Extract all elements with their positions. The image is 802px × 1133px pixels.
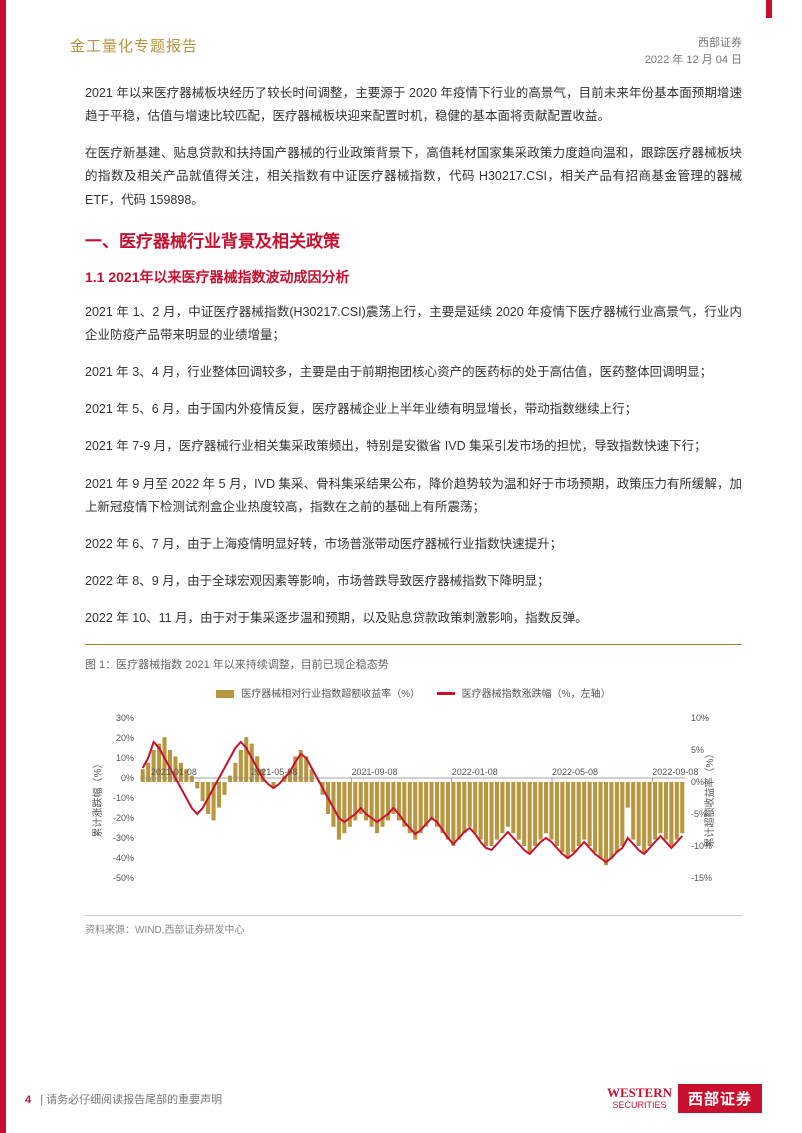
page-header: 金工量化专题报告 西部证券 2022 年 12 月 04 日 bbox=[0, 0, 802, 82]
svg-text:累计超额收益率（%）: 累计超额收益率（%） bbox=[703, 749, 716, 848]
timeline-para: 2021 年 3、4 月，行业整体回调较多，主要是由于前期抱团核心资产的医药标的… bbox=[85, 361, 742, 384]
svg-text:0%: 0% bbox=[121, 773, 134, 783]
svg-text:-30%: -30% bbox=[113, 833, 134, 843]
doc-date: 2022 年 12 月 04 日 bbox=[645, 52, 742, 69]
timeline-para: 2022 年 8、9 月，由于全球宏观因素等影响，市场普跌导致医疗器械指数下降明… bbox=[85, 570, 742, 593]
svg-text:2022-01-08: 2022-01-08 bbox=[452, 767, 498, 777]
svg-text:10%: 10% bbox=[116, 753, 134, 763]
main-content: 2021 年以来医疗器械板块经历了较长时间调整，主要源于 2020 年疫情下行业… bbox=[0, 82, 802, 940]
svg-text:2022-09-08: 2022-09-08 bbox=[652, 767, 698, 777]
page-number: 4 bbox=[25, 1094, 31, 1106]
chart-legend: 医疗器械相对行业指数超额收益率（%） 医疗器械指数涨跌幅（%，左轴） bbox=[85, 686, 742, 705]
intro-para: 在医疗新基建、贴息贷款和扶持国产器械的行业政策背景下，高值耗材国家集采政策力度趋… bbox=[85, 142, 742, 211]
subsection-heading: 1.1 2021年以来医疗器械指数波动成因分析 bbox=[85, 265, 742, 291]
page-footer: 4 | 请务必仔细阅读报告尾部的重要声明 WESTERN SECURITIES … bbox=[0, 1084, 802, 1113]
legend-swatch-line bbox=[437, 692, 455, 695]
timeline-para: 2022 年 10、11 月，由于对于集采逐步温和预期，以及贴息贷款政策刺激影响… bbox=[85, 607, 742, 630]
doc-category: 金工量化专题报告 bbox=[70, 35, 198, 56]
svg-text:20%: 20% bbox=[116, 733, 134, 743]
svg-text:-20%: -20% bbox=[113, 813, 134, 823]
logo-chinese: 西部证券 bbox=[678, 1084, 762, 1113]
footer-disclaimer: 请务必仔细阅读报告尾部的重要声明 bbox=[46, 1094, 222, 1106]
svg-text:10%: 10% bbox=[691, 713, 709, 723]
legend-bar-label: 医疗器械相对行业指数超额收益率（%） bbox=[241, 689, 420, 700]
svg-text:0%: 0% bbox=[691, 777, 704, 787]
svg-text:2021-09-08: 2021-09-08 bbox=[351, 767, 397, 777]
figure-source: 资料来源：WIND,西部证券研发中心 bbox=[85, 922, 742, 941]
logo-english: WESTERN SECURITIES bbox=[607, 1086, 672, 1110]
figure-block: 图 1：医疗器械指数 2021 年以来持续调整，目前已现企稳态势 医疗器械相对行… bbox=[85, 644, 742, 940]
svg-text:-40%: -40% bbox=[113, 853, 134, 863]
footer-left: 4 | 请务必仔细阅读报告尾部的重要声明 bbox=[25, 1091, 222, 1107]
timeline-para: 2021 年 1、2 月，中证医疗器械指数(H30217.CSI)震荡上行，主要… bbox=[85, 301, 742, 347]
timeline-para: 2021 年 7-9 月，医疗器械行业相关集采政策频出，特别是安徽省 IVD 集… bbox=[85, 435, 742, 458]
intro-para: 2021 年以来医疗器械板块经历了较长时间调整，主要源于 2020 年疫情下行业… bbox=[85, 82, 742, 128]
chart-container: 医疗器械相对行业指数超额收益率（%） 医疗器械指数涨跌幅（%，左轴） -50% -… bbox=[85, 686, 742, 916]
svg-text:-10%: -10% bbox=[113, 793, 134, 803]
figure-title: 图 1：医疗器械指数 2021 年以来持续调整，目前已现企稳态势 bbox=[85, 655, 742, 675]
timeline-para: 2021 年 9 月至 2022 年 5 月，IVD 集采、骨科集采结果公布，降… bbox=[85, 473, 742, 519]
svg-text:5%: 5% bbox=[691, 745, 704, 755]
svg-text:30%: 30% bbox=[116, 713, 134, 723]
top-accent bbox=[766, 0, 772, 18]
legend-line-label: 医疗器械指数涨跌幅（%，左轴） bbox=[462, 689, 611, 700]
doc-meta: 西部证券 2022 年 12 月 04 日 bbox=[645, 35, 742, 68]
svg-text:-15%: -15% bbox=[691, 873, 712, 883]
legend-swatch-bar bbox=[216, 690, 234, 698]
svg-text:2022-05-08: 2022-05-08 bbox=[552, 767, 598, 777]
firm-name: 西部证券 bbox=[645, 35, 742, 52]
combo-chart: -50%-40%-30%-20%-10%0%10%20%30%-15%-10%-… bbox=[85, 708, 725, 903]
footer-right: WESTERN SECURITIES 西部证券 bbox=[607, 1084, 762, 1113]
section-heading: 一、医疗器械行业背景及相关政策 bbox=[85, 226, 742, 257]
timeline-para: 2021 年 5、6 月，由于国内外疫情反复，医疗器械企业上半年业绩有明显增长，… bbox=[85, 398, 742, 421]
svg-text:-50%: -50% bbox=[113, 873, 134, 883]
left-accent bbox=[0, 0, 6, 1133]
timeline-para: 2022 年 6、7 月，由于上海疫情明显好转，市场普涨带动医疗器械行业指数快速… bbox=[85, 533, 742, 556]
svg-text:累计涨跌幅（%）: 累计涨跌幅（%） bbox=[91, 759, 104, 838]
